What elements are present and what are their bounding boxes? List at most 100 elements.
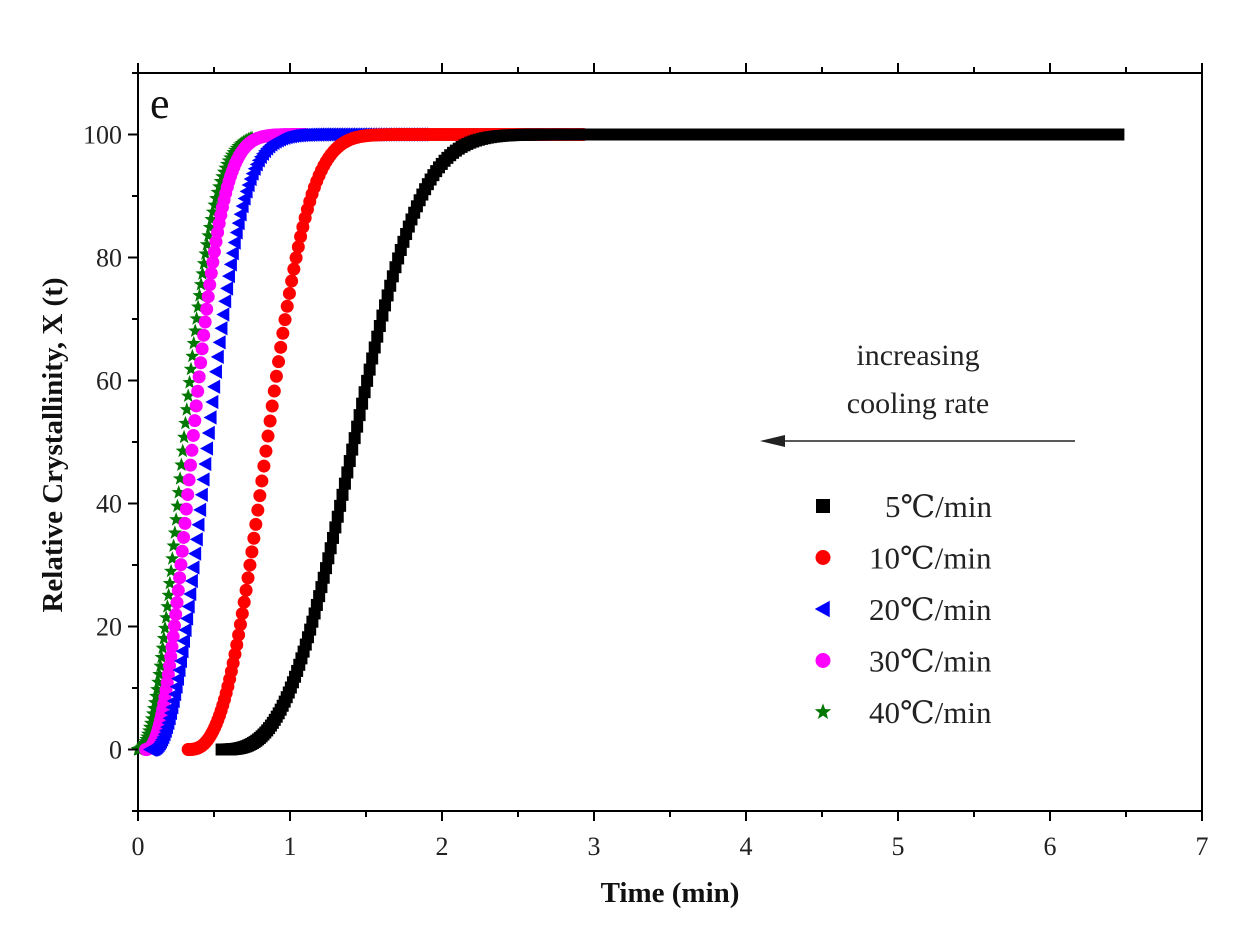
data-point (209, 191, 224, 205)
plot-border (137, 72, 1203, 812)
y-tick-label: 0 (109, 736, 122, 765)
data-point (177, 530, 191, 544)
data-point (371, 330, 384, 343)
data-point (173, 653, 187, 669)
data-point (243, 558, 257, 572)
data-point (229, 225, 243, 240)
y-tick-label: 20 (96, 613, 122, 642)
data-point (366, 352, 379, 365)
legend-marker (816, 499, 830, 513)
data-point (185, 443, 199, 457)
data-point (223, 257, 237, 272)
data-point (198, 315, 212, 329)
data-point (207, 197, 222, 212)
data-point (156, 631, 171, 645)
data-point (192, 370, 206, 384)
y-axis-title: Relative Crystallinity, X (t) (37, 277, 69, 612)
data-point (227, 235, 241, 250)
annotation-line-1: increasing (856, 339, 979, 372)
data-point (338, 477, 351, 490)
data-point (178, 622, 192, 638)
data-point (189, 399, 203, 413)
data-point (194, 356, 208, 370)
data-point (201, 425, 215, 441)
data-point (144, 711, 160, 725)
data-point (203, 410, 217, 425)
data-point (171, 485, 186, 499)
data-point (278, 313, 292, 327)
data-point (289, 251, 303, 265)
data-point (202, 219, 218, 234)
data-point (373, 320, 386, 333)
legend-label: 30℃/min (869, 644, 992, 679)
data-point (220, 281, 234, 296)
data-point (152, 666, 167, 681)
data-point (233, 207, 247, 222)
data-point (191, 384, 205, 398)
data-point (235, 607, 249, 621)
data-point (199, 237, 214, 251)
x-tick-label: 7 (1196, 832, 1209, 861)
data-point (221, 268, 235, 284)
data-point (181, 488, 195, 502)
data-point (174, 457, 189, 471)
legend-label: 40℃/min (869, 695, 992, 730)
annotation-line-2: cooling rate (847, 387, 989, 420)
data-point (353, 409, 366, 422)
data-point (194, 487, 208, 502)
data-point (160, 599, 175, 613)
data-point (317, 571, 330, 584)
series-5min (215, 128, 1125, 756)
data-point (167, 525, 182, 539)
y-tick-label: 100 (83, 121, 122, 150)
data-point (331, 510, 344, 523)
data-point (159, 610, 174, 624)
legend-label: 5℃/min (885, 489, 993, 524)
data-point (193, 277, 209, 291)
data-point (282, 286, 296, 300)
data-point (165, 551, 180, 565)
data-point (175, 443, 190, 458)
data-point (170, 596, 184, 610)
data-point (191, 299, 206, 313)
data-point (167, 619, 181, 633)
annotation: increasing cooling rate (760, 339, 1075, 447)
data-point (177, 429, 192, 444)
data-point (205, 394, 219, 410)
x-tick-label: 2 (436, 832, 449, 861)
data-point (320, 562, 333, 575)
data-point (147, 695, 163, 709)
legend-label: 20℃/min (869, 592, 992, 627)
data-point (162, 575, 177, 590)
data-point (241, 571, 255, 585)
data-point (261, 429, 275, 443)
data-point (334, 499, 347, 512)
data-point (272, 355, 286, 369)
legend-item: 5℃/min (816, 489, 993, 524)
data-point (233, 618, 247, 632)
data-point (166, 538, 181, 552)
data-point (232, 628, 246, 642)
series-30min (139, 128, 312, 756)
data-point (285, 274, 299, 288)
y-tick-label: 40 (96, 490, 122, 519)
data-point (169, 607, 183, 621)
data-point (181, 599, 195, 614)
data-point (200, 302, 214, 316)
data-point (265, 399, 279, 413)
data-point (188, 414, 202, 428)
data-point (204, 212, 219, 226)
data-point (218, 294, 232, 309)
x-tick-label: 6 (1044, 832, 1057, 861)
data-point (174, 558, 188, 572)
data-point (247, 531, 261, 545)
data-point (175, 544, 189, 558)
panel-label: e (150, 79, 170, 128)
x-tick-label: 0 (132, 832, 145, 861)
data-point (207, 379, 221, 394)
data-point (181, 388, 196, 402)
data-point (351, 420, 364, 433)
data-point (336, 488, 349, 501)
ticks-layer: 0 1 2 3 4 5 6 7 0 20 40 60 80 100 (83, 63, 1209, 861)
